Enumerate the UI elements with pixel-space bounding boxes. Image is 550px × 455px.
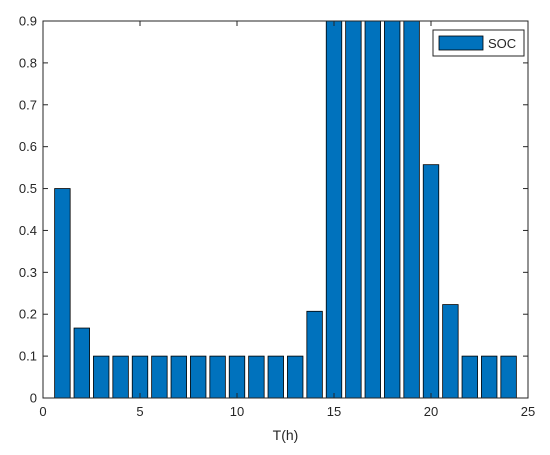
bar-hour-24: [500, 355, 517, 399]
y-tick-label: 0.7: [19, 97, 37, 112]
bar-hour-12: [267, 355, 284, 399]
bar-hour-5: [131, 355, 149, 399]
bar-hour-15: [325, 20, 343, 399]
bar-hour-14: [306, 310, 323, 399]
bar-hour-2: [73, 327, 90, 399]
plot-area-frame: [42, 20, 529, 399]
x-tick-label: 20: [424, 404, 438, 419]
bar-hour-8: [190, 355, 207, 399]
bar-hour-11: [248, 355, 265, 399]
bar-hour-9: [209, 355, 226, 399]
x-tick-label: 5: [136, 404, 143, 419]
bars-layer: [54, 20, 517, 399]
y-tick-label: 0.8: [19, 55, 37, 70]
bar-hour-22: [461, 355, 478, 399]
legend: SOC: [432, 29, 525, 57]
bar-hour-21: [442, 304, 459, 399]
bar-hour-13: [287, 355, 304, 399]
y-tick-label: 0.4: [19, 223, 37, 238]
y-tick-label: 0.2: [19, 307, 37, 322]
bar-hour-19: [403, 20, 420, 399]
y-tick-label: 0.3: [19, 265, 37, 280]
y-tick-label: 0.1: [19, 349, 37, 364]
x-tick-label: 10: [230, 404, 244, 419]
bar-hour-6: [151, 355, 168, 399]
x-tick-label: 25: [521, 404, 535, 419]
legend-label-soc: SOC: [488, 36, 516, 51]
ticks-layer: 0 5 10 15 20 25 0 0.1 0.2 0.3 0.4 0.5 0.6 0.7 0.8 0.9: [19, 14, 535, 420]
bar-hour-23: [481, 355, 498, 399]
y-tick-label: 0.5: [19, 181, 37, 196]
bar-hour-20: [422, 164, 440, 399]
bar-hour-16: [345, 20, 362, 399]
x-axis-label: T(h): [273, 427, 299, 443]
legend-swatch-soc: [438, 35, 484, 51]
x-tick-label: 0: [39, 404, 46, 419]
bar-hour-1: [54, 188, 71, 399]
bar-hour-3: [93, 355, 110, 399]
y-tick-label: 0.9: [19, 14, 37, 29]
bar-hour-18: [384, 20, 401, 399]
bar-hour-7: [170, 355, 187, 399]
bar-hour-17: [364, 20, 381, 399]
bar-hour-4: [112, 355, 129, 399]
y-tick-label: 0.6: [19, 139, 37, 154]
y-tick-label: 0: [30, 391, 37, 406]
bar-hour-10: [228, 355, 246, 399]
x-tick-label: 15: [327, 404, 341, 419]
